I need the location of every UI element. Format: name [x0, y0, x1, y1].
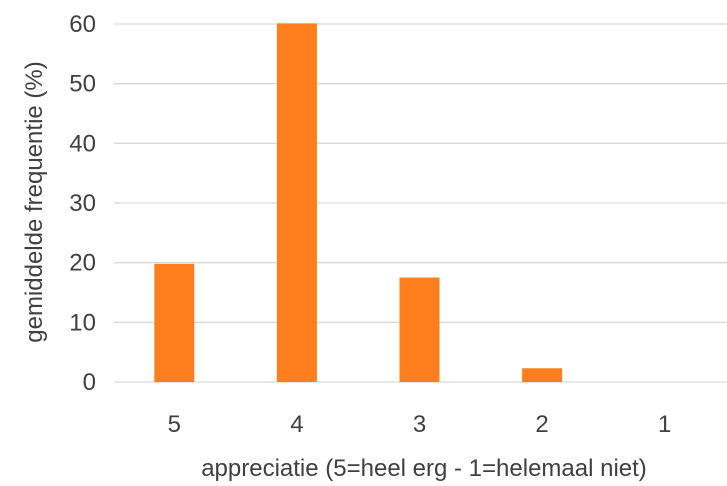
y-tick-label: 0 — [83, 369, 96, 396]
y-tick-label: 40 — [69, 130, 96, 157]
x-tick-label: 1 — [658, 411, 671, 438]
bar-4 — [276, 23, 317, 383]
x-tick-label: 4 — [290, 411, 303, 438]
x-axis-title: appreciatie (5=heel erg - 1=helemaal nie… — [201, 455, 647, 482]
y-axis-tick-labels: 0 10 20 30 40 50 60 — [69, 11, 96, 396]
y-tick-label: 20 — [69, 250, 96, 277]
y-tick-label: 10 — [69, 309, 96, 336]
x-tick-label: 3 — [413, 411, 426, 438]
bars — [154, 23, 563, 383]
y-tick-label: 60 — [69, 11, 96, 38]
bar-3 — [399, 277, 440, 382]
y-tick-label: 50 — [69, 71, 96, 98]
y-tick-label: 30 — [69, 190, 96, 217]
bar-5 — [154, 263, 195, 382]
x-axis-tick-labels: 5 4 3 2 1 — [168, 411, 672, 438]
x-tick-label: 2 — [535, 411, 548, 438]
gridlines — [114, 23, 727, 383]
x-tick-label: 5 — [168, 411, 181, 438]
bar-2 — [522, 368, 563, 382]
y-axis-title: gemiddelde frequentie (%) — [21, 61, 48, 343]
